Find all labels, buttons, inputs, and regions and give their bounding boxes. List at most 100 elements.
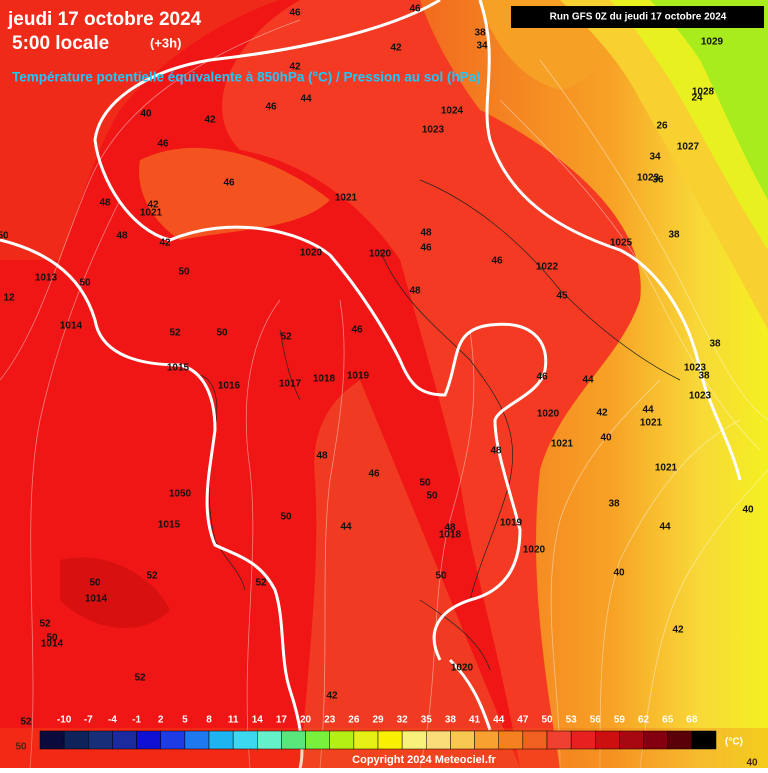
map-value-label: 52 xyxy=(169,328,181,339)
map-value-label: 1023 xyxy=(689,391,712,402)
map-value-label: 38 xyxy=(608,499,620,510)
map-value-label: 36 xyxy=(652,175,664,186)
colorbar-label: 35 xyxy=(421,715,433,726)
map-value-label: 24 xyxy=(691,93,703,104)
colorbar-swatch xyxy=(281,730,306,750)
map-value-label: 1029 xyxy=(701,37,724,48)
colorbar-swatch xyxy=(619,730,644,750)
map-value-label: 46 xyxy=(289,8,301,19)
map-value-label: 44 xyxy=(659,522,671,533)
colorbar-swatch xyxy=(232,730,258,750)
colorbar-label: 32 xyxy=(397,715,409,726)
colorbar-swatch xyxy=(184,730,210,750)
colorbar-swatch xyxy=(426,730,451,750)
colorbar-swatch xyxy=(450,730,475,750)
map-value-label: 44 xyxy=(582,375,594,386)
map-date: jeudi 17 octobre 2024 xyxy=(7,9,202,30)
colorbar-label: 65 xyxy=(662,715,674,726)
map-labels: 46 46383442424446424046102310244648102142… xyxy=(0,4,758,769)
map-value-label: 50 xyxy=(280,512,292,523)
colorbar-label: 38 xyxy=(445,715,457,726)
map-value-label: 1015 xyxy=(158,520,181,531)
map-value-label: 40 xyxy=(600,433,612,444)
map-value-label: 45 xyxy=(556,291,568,302)
map-value-label: 1019 xyxy=(500,518,523,529)
colorbar-label: 56 xyxy=(590,715,602,726)
map-value-label: 1023 xyxy=(422,125,445,136)
colorbar-swatch xyxy=(353,730,379,750)
colorbar-swatch xyxy=(401,730,427,750)
colorbar-label: 47 xyxy=(517,715,529,726)
map-value-label: 1016 xyxy=(218,381,241,392)
map-value-label: 1020 xyxy=(369,249,392,260)
colorbar-swatch xyxy=(112,730,137,750)
colorbar-swatch xyxy=(63,730,89,750)
map-value-label: 1021 xyxy=(640,418,663,429)
map-value-label: 52 xyxy=(146,571,158,582)
map-value-label: 48 xyxy=(99,198,111,209)
map-value-label: 50 xyxy=(89,578,101,589)
colorbar-swatch xyxy=(498,730,524,750)
colorbar-label: 62 xyxy=(638,715,650,726)
map-value-label: 48 xyxy=(409,286,421,297)
map-value-label: 50 xyxy=(0,231,9,242)
colorbar-label: -10 xyxy=(57,715,72,726)
colorbar-label: -7 xyxy=(84,715,93,726)
map-value-label: 40 xyxy=(742,505,754,516)
map-value-label: 1020 xyxy=(523,545,546,556)
field-zone xyxy=(0,0,280,260)
colorbar-unit: (°C) xyxy=(725,737,743,748)
map-value-label: 38 xyxy=(709,339,721,350)
map-subtitle: Température potentielle équivalente à 85… xyxy=(12,70,481,85)
map-value-label: 50 xyxy=(46,633,58,644)
map-value-label: 1025 xyxy=(610,238,633,249)
map-value-label: 40 xyxy=(140,109,152,120)
map-value-label: 44 xyxy=(340,522,352,533)
map-value-label: 42 xyxy=(326,691,338,702)
map-value-label: 52 xyxy=(20,717,32,728)
colorbar-label: 26 xyxy=(348,715,360,726)
map-value-label: 52 xyxy=(39,619,51,630)
colorbar-label: 53 xyxy=(566,715,578,726)
colorbar-swatch xyxy=(546,730,572,750)
map-value-label: 50 xyxy=(216,328,228,339)
field-zone xyxy=(650,0,768,200)
colorbar-label: 2 xyxy=(158,715,164,726)
map-value-label: 46 xyxy=(536,372,548,383)
map-value-label: 1022 xyxy=(536,262,559,273)
map-value-label: 1018 xyxy=(439,530,462,541)
map-value-label: 52 xyxy=(255,578,267,589)
map-value-label: 48 xyxy=(116,231,128,242)
map-value-label: 38 xyxy=(474,28,486,39)
colorbar-label: 68 xyxy=(686,715,698,726)
colorbar-swatch xyxy=(474,730,499,750)
map-value-label: 50 xyxy=(426,491,438,502)
map-value-label: 1013 xyxy=(35,273,58,284)
map-value-label: 48 xyxy=(316,451,328,462)
colorbar-swatch xyxy=(136,730,161,750)
map-value-label: 1021 xyxy=(335,193,358,204)
map-value-label: 52 xyxy=(134,673,146,684)
map-time: 5:00 locale xyxy=(12,33,109,54)
colorbar-swatch xyxy=(377,730,403,750)
colorbar-label: 44 xyxy=(493,715,505,726)
colorbar-swatch xyxy=(208,730,234,750)
field-zone xyxy=(420,0,768,768)
colorbar-swatch xyxy=(667,730,693,750)
colorbar-swatch xyxy=(595,730,620,750)
map-value-label: 38 xyxy=(668,230,680,241)
map-offset: (+3h) xyxy=(150,35,181,50)
map-value-label: 44 xyxy=(642,405,654,416)
map-value-label: 46 xyxy=(491,256,503,267)
map-value-label: 1017 xyxy=(279,379,302,390)
map-value-label: 50 xyxy=(79,278,91,289)
map-value-label: 46 xyxy=(409,4,421,15)
map-value-label: 46 xyxy=(420,243,432,254)
map-value-label: 1023 xyxy=(684,363,707,374)
field-zone xyxy=(139,147,330,240)
map-value-label: 1020 xyxy=(300,248,323,259)
map-value-label: 34 xyxy=(649,152,661,163)
map-value-label: 1020 xyxy=(451,663,474,674)
colorbar-swatch xyxy=(39,730,65,750)
